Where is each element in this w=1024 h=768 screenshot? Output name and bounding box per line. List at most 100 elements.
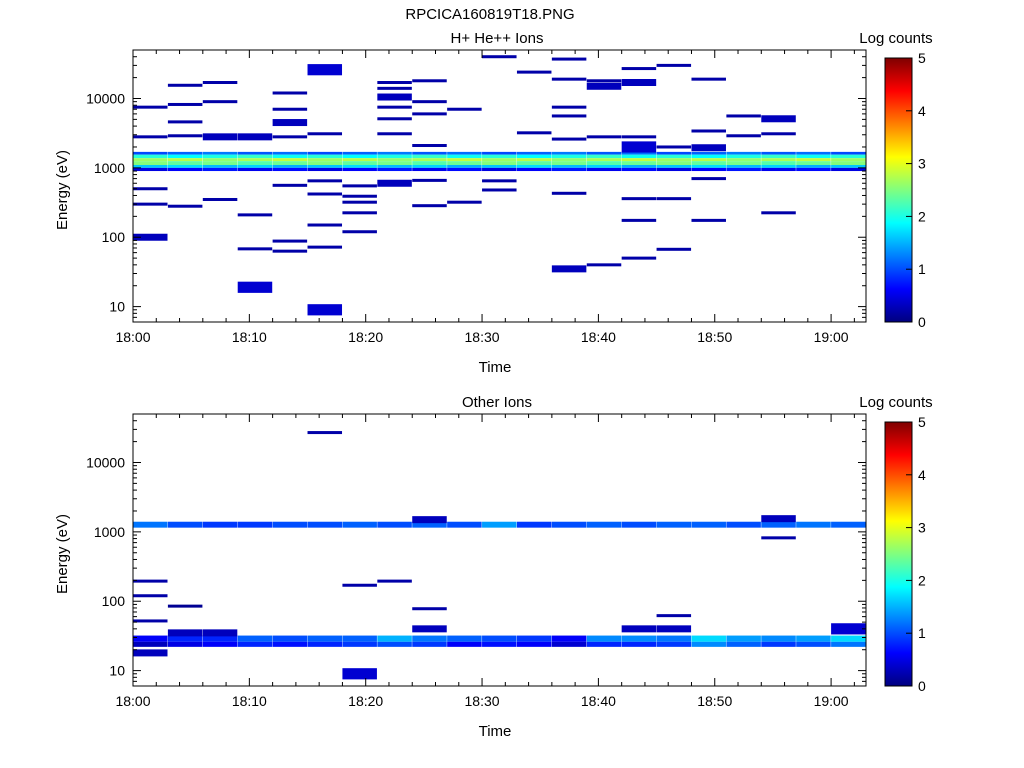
band-cell	[551, 161, 587, 165]
band-cell	[307, 164, 343, 168]
heatmap-cell	[272, 91, 308, 95]
high-band-cell	[202, 521, 238, 528]
band-cell	[202, 151, 238, 155]
band-cell	[342, 167, 377, 172]
heatmap-cell	[377, 132, 412, 136]
low-band-cell	[656, 641, 692, 647]
low-band-cell	[796, 641, 831, 647]
low-band-cell	[831, 635, 866, 642]
heatmap-cell	[307, 132, 343, 136]
band-cell	[377, 154, 412, 159]
band-cell	[202, 158, 238, 162]
band-cell	[796, 161, 831, 165]
band-cell	[412, 161, 447, 165]
y-tick-label: 10	[109, 663, 125, 679]
x-axis-label-bottom: Time	[479, 723, 512, 740]
heatmap-cell	[761, 536, 796, 540]
low-band-cell	[621, 641, 657, 647]
x-tick-label: 18:20	[348, 329, 383, 345]
y-tick-label: 1000	[94, 160, 125, 176]
y-tick-label: 10000	[86, 90, 125, 106]
low-band-cell	[237, 641, 273, 647]
heatmap-cell	[377, 86, 412, 90]
x-tick-label: 18:00	[115, 693, 150, 709]
colorbar-tick-label: 4	[918, 103, 926, 119]
band-cell	[761, 161, 796, 165]
band-cell	[586, 158, 622, 162]
low-band-cell	[621, 635, 657, 642]
panel-title-h-he-ions: H+ He++ Ions	[451, 30, 544, 47]
heatmap-cell	[202, 629, 238, 637]
heatmap-cell	[447, 200, 482, 204]
band-cell	[412, 164, 447, 168]
colorbar-label-bottom: Log counts	[859, 394, 932, 411]
heatmap-cell	[761, 515, 796, 523]
heatmap-cell	[482, 55, 517, 59]
high-band-cell	[761, 521, 796, 528]
low-band-cell	[202, 641, 238, 647]
band-cell	[621, 158, 657, 162]
band-cell	[656, 158, 692, 162]
heatmap-cell	[412, 112, 447, 116]
heatmap-cell	[377, 117, 412, 121]
band-cell	[551, 154, 587, 159]
heatmap-cell	[133, 579, 168, 583]
low-band-cell	[796, 635, 831, 642]
heatmap-cell	[307, 304, 343, 316]
band-cell	[761, 151, 796, 155]
band-cell	[831, 161, 866, 165]
low-band-cell	[342, 641, 377, 647]
low-band-cell	[656, 635, 692, 642]
band-cell	[447, 167, 482, 172]
panel-title-other-ions: Other Ions	[462, 394, 532, 411]
y-tick-label: 100	[102, 229, 126, 245]
band-cell	[551, 167, 587, 172]
band-cell	[167, 154, 203, 159]
band-cell	[307, 151, 343, 155]
heatmap-cell	[656, 63, 692, 67]
heatmap-cell	[412, 607, 447, 611]
band-cell	[342, 151, 377, 155]
x-axis-label-top: Time	[479, 359, 512, 376]
colorbar-label-top: Log counts	[859, 30, 932, 47]
heatmap-cell	[272, 239, 308, 243]
x-tick-label: 18:00	[115, 329, 150, 345]
heatmap-cell	[307, 179, 343, 183]
heatmap-cell	[202, 81, 238, 85]
heatmap-cell	[621, 141, 657, 153]
heatmap-cell	[551, 137, 587, 141]
heatmap-cell	[412, 625, 447, 633]
low-band-cell	[307, 635, 343, 642]
x-tick-label: 18:40	[581, 329, 616, 345]
heatmap-cell	[377, 105, 412, 109]
band-cell	[586, 167, 622, 172]
band-cell	[691, 161, 726, 165]
band-cell	[516, 161, 552, 165]
heatmap-cell	[691, 177, 726, 181]
colorbar-ticks-top: 0 1 2 3 4 5	[906, 50, 926, 330]
heatmap-cell	[551, 265, 587, 273]
band-cell	[237, 154, 273, 159]
low-band-cell	[726, 641, 761, 647]
heatmap-cell	[202, 197, 238, 201]
x-tick-label: 18:10	[232, 329, 267, 345]
heatmap-cell	[656, 625, 692, 633]
heatmap-cell	[342, 211, 377, 215]
heatmap-cell	[761, 115, 796, 123]
heatmap-cell	[167, 204, 203, 208]
band-cell	[586, 154, 622, 159]
high-band-cell	[447, 521, 482, 528]
band-cell	[167, 161, 203, 165]
x-tick-label: 19:00	[814, 693, 849, 709]
band-cell	[377, 151, 412, 155]
heatmap-cell	[377, 579, 412, 583]
band-cell	[831, 167, 866, 172]
high-band-cell	[482, 521, 517, 528]
panel-other-ions: Other Ions Log counts Time Energy (eV) 1…	[54, 394, 933, 740]
axes-top: 18:00 18:10 18:20 18:30 18:40 18:50 19:00 10 100…	[86, 49, 867, 345]
band-cell	[621, 164, 657, 168]
heatmap-cell	[412, 178, 447, 182]
high-band-cell	[621, 521, 657, 528]
low-band-cell	[202, 635, 238, 642]
